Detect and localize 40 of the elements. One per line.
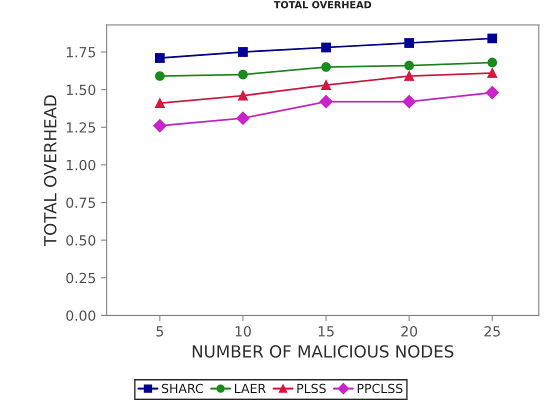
x-tick-label: 5 [156, 326, 164, 337]
point [486, 86, 499, 100]
legend-label: PLSS [297, 384, 326, 394]
point [404, 38, 414, 48]
y-tick-label: 0.50 [66, 235, 96, 246]
point [236, 112, 250, 125]
legend-label: PPCLSS [358, 384, 402, 394]
point [238, 47, 248, 57]
point [154, 71, 165, 81]
y-axis-title: TOTAL OVERHEAD [44, 95, 57, 246]
point [238, 70, 248, 80]
point [154, 98, 165, 108]
y-tick-label: 1.75 [66, 47, 96, 58]
chart-title: TOTAL OVERHEAD [274, 1, 372, 8]
y-tick-label: 0.00 [66, 310, 96, 321]
point [487, 68, 498, 78]
point [321, 62, 331, 72]
point [321, 80, 331, 90]
x-axis-title: NUMBER OF MALICIOUS NODES [192, 345, 454, 358]
point [487, 58, 498, 68]
legend-label: LAER [234, 384, 266, 393]
y-tick-label: 1.00 [66, 160, 96, 170]
x-tick-label: 15 [318, 326, 334, 337]
point [404, 60, 414, 70]
point [153, 119, 166, 132]
point [487, 34, 498, 44]
point [238, 90, 248, 101]
x-tick-label: 25 [484, 326, 500, 337]
point [404, 71, 414, 81]
point [154, 53, 165, 63]
y-tick-label: 1.50 [66, 84, 96, 96]
y-tick-label: 1.25 [66, 122, 96, 133]
x-tick-label: 10 [236, 326, 251, 337]
x-tick-label: 20 [401, 326, 418, 337]
y-tick-label: 0.25 [66, 272, 96, 284]
point [402, 95, 416, 108]
legend-label: SHARC [162, 384, 204, 394]
point [321, 42, 331, 52]
y-tick-label: 0.75 [66, 197, 96, 208]
point [319, 95, 333, 108]
